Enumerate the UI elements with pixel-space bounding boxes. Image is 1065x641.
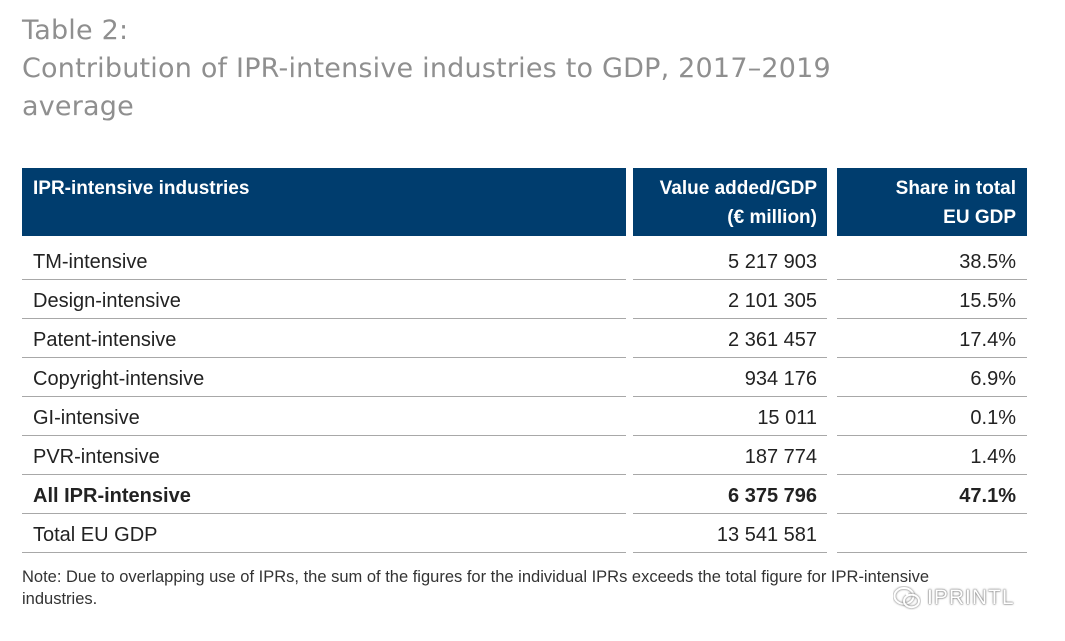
header-share-line-2: EU GDP <box>943 207 1016 228</box>
share-cell: 47.1% <box>837 476 1027 514</box>
value-cell: 2 361 457 <box>633 320 827 358</box>
header-share-line-1: Share in total <box>895 178 1016 199</box>
wechat-icon <box>893 587 920 609</box>
value-cell: 15 011 <box>633 398 827 436</box>
value-cell: 5 217 903 <box>633 242 827 280</box>
header-industries-label: IPR-intensive industries <box>33 178 250 199</box>
share-cell: 1.4% <box>837 437 1027 475</box>
share-cell <box>837 515 1027 553</box>
table-row: GI-intensive 15 011 0.1% <box>22 398 1027 437</box>
table-row: Design-intensive 2 101 305 15.5% <box>22 281 1027 320</box>
table-row: Patent-intensive 2 361 457 17.4% <box>22 320 1027 359</box>
header-share: Share in total EU GDP <box>837 168 1027 236</box>
title-line-3: average <box>22 91 134 122</box>
header-value-added: Value added/GDP (€ million) <box>633 168 827 236</box>
industry-cell: TM-intensive <box>22 242 626 280</box>
industry-cell: Copyright-intensive <box>22 359 626 397</box>
share-cell: 6.9% <box>837 359 1027 397</box>
value-cell: 187 774 <box>633 437 827 475</box>
industry-cell: PVR-intensive <box>22 437 626 475</box>
table-row-total-ipr: All IPR-intensive 6 375 796 47.1% <box>22 476 1027 515</box>
table-title: Table 2: Contribution of IPR-intensive i… <box>22 12 1022 126</box>
industry-cell: Total EU GDP <box>22 515 626 553</box>
note-line-1: Note: Due to overlapping use of IPRs, th… <box>22 568 930 586</box>
share-cell: 17.4% <box>837 320 1027 358</box>
note-line-2: industries. <box>22 590 98 608</box>
industry-cell: All IPR-intensive <box>22 476 626 514</box>
value-cell: 934 176 <box>633 359 827 397</box>
header-industries: IPR-intensive industries <box>22 168 626 236</box>
title-line-2: Contribution of IPR-intensive industries… <box>22 53 831 84</box>
value-cell: 6 375 796 <box>633 476 827 514</box>
table-row: PVR-intensive 187 774 1.4% <box>22 437 1027 476</box>
value-cell: 13 541 581 <box>633 515 827 553</box>
table-row: TM-intensive 5 217 903 38.5% <box>22 242 1027 281</box>
industry-cell: Design-intensive <box>22 281 626 319</box>
title-line-1: Table 2: <box>22 15 129 46</box>
header-value-added-line-2: (€ million) <box>727 207 817 228</box>
table-row: Copyright-intensive 934 176 6.9% <box>22 359 1027 398</box>
industry-cell: Patent-intensive <box>22 320 626 358</box>
watermark: IPRINTL <box>893 584 1015 612</box>
share-cell: 15.5% <box>837 281 1027 319</box>
header-value-added-line-1: Value added/GDP <box>659 178 817 199</box>
share-cell: 0.1% <box>837 398 1027 436</box>
share-cell: 38.5% <box>837 242 1027 280</box>
table-note: Note: Due to overlapping use of IPRs, th… <box>22 566 1012 610</box>
industry-cell: GI-intensive <box>22 398 626 436</box>
table-row-total-gdp: Total EU GDP 13 541 581 <box>22 515 1027 554</box>
watermark-text: IPRINTL <box>927 586 1015 609</box>
value-cell: 2 101 305 <box>633 281 827 319</box>
